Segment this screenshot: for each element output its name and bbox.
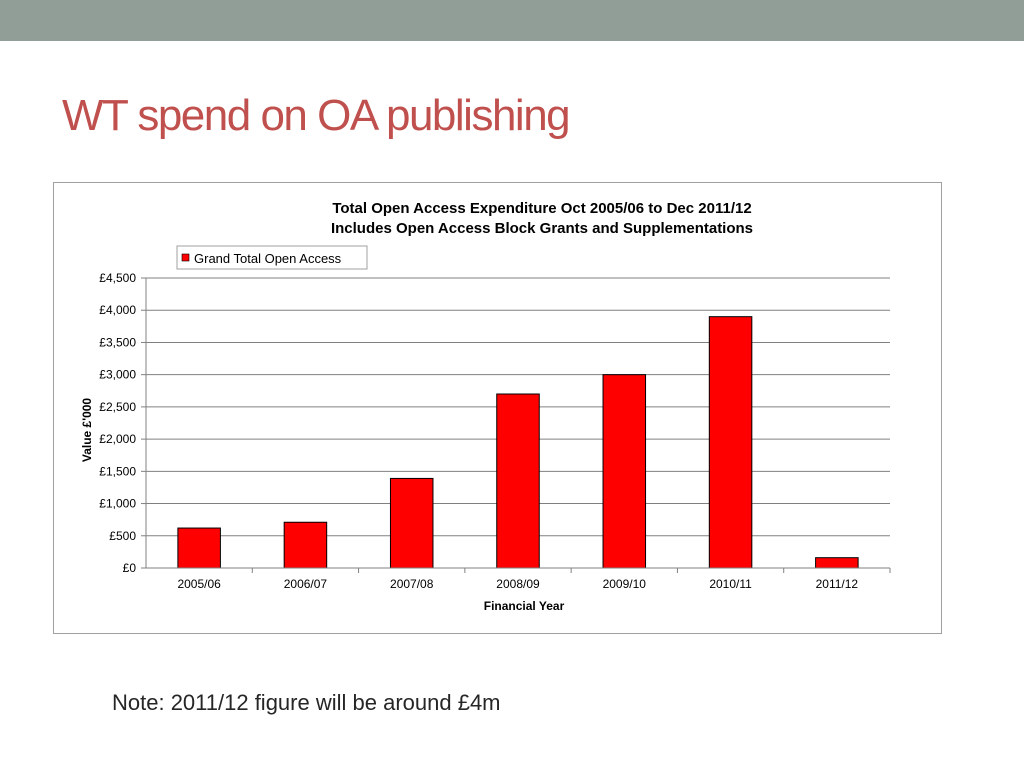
chart-title: Total Open Access Expenditure Oct 2005/0… bbox=[332, 200, 751, 217]
x-tick-label: 2010/11 bbox=[709, 577, 752, 591]
y-tick-label: £3,000 bbox=[99, 368, 136, 382]
bar-2009-10 bbox=[602, 374, 647, 569]
y-tick-label: £4,500 bbox=[99, 271, 136, 285]
y-tick-label: £2,500 bbox=[99, 400, 136, 414]
y-tick-label: £4,000 bbox=[99, 303, 136, 317]
chart-subtitle: Includes Open Access Block Grants and Su… bbox=[331, 220, 753, 237]
y-tick-label: £3,500 bbox=[99, 335, 136, 349]
x-tick-label: 2005/06 bbox=[177, 577, 221, 591]
legend-label: Grand Total Open Access bbox=[194, 251, 342, 266]
bar-2010-11 bbox=[708, 316, 753, 569]
x-tick-label: 2008/09 bbox=[496, 577, 540, 591]
legend-swatch bbox=[181, 253, 190, 262]
bar-2011-12 bbox=[815, 557, 859, 569]
y-tick-label: £2,000 bbox=[99, 432, 136, 446]
bar-series bbox=[177, 316, 859, 569]
x-axis-label: Financial Year bbox=[484, 599, 565, 613]
x-tick-label: 2007/08 bbox=[390, 577, 434, 591]
legend-box bbox=[176, 245, 368, 270]
chart-legend: Grand Total Open Access bbox=[176, 245, 368, 270]
slide-title: WT spend on OA publishing bbox=[62, 91, 571, 140]
y-tick-label: £0 bbox=[123, 561, 137, 575]
chart-frame: Total Open Access Expenditure Oct 2005/0… bbox=[53, 182, 942, 634]
footnote: Note: 2011/12 figure will be around £4m bbox=[112, 690, 501, 715]
y-axis-label: Value £'000 bbox=[80, 398, 94, 463]
bar-2007-08 bbox=[389, 477, 434, 569]
x-tick-label: 2009/10 bbox=[603, 577, 647, 591]
y-tick-label: £1,000 bbox=[99, 497, 136, 511]
x-tick-labels: 2005/06 2006/07 2007/08 2008/09 2009/10 2010/… bbox=[177, 577, 858, 591]
bar-2008-09 bbox=[496, 393, 540, 569]
y-tick-label: £1,500 bbox=[99, 464, 136, 478]
x-tick-label: 2011/12 bbox=[816, 577, 859, 591]
bar-chart: Total Open Access Expenditure Oct 2005/0… bbox=[80, 200, 891, 613]
bar-2005-06 bbox=[177, 527, 221, 569]
y-tick-label: £500 bbox=[109, 529, 136, 543]
axes bbox=[141, 277, 891, 573]
x-tick-label: 2006/07 bbox=[284, 577, 328, 591]
bar-2006-07 bbox=[283, 521, 328, 569]
y-tick-labels: £0 £500 £1,000 £1,500 £2,000 £2,500 £3,000 £3,5… bbox=[99, 271, 136, 575]
top-bar bbox=[0, 0, 1024, 41]
